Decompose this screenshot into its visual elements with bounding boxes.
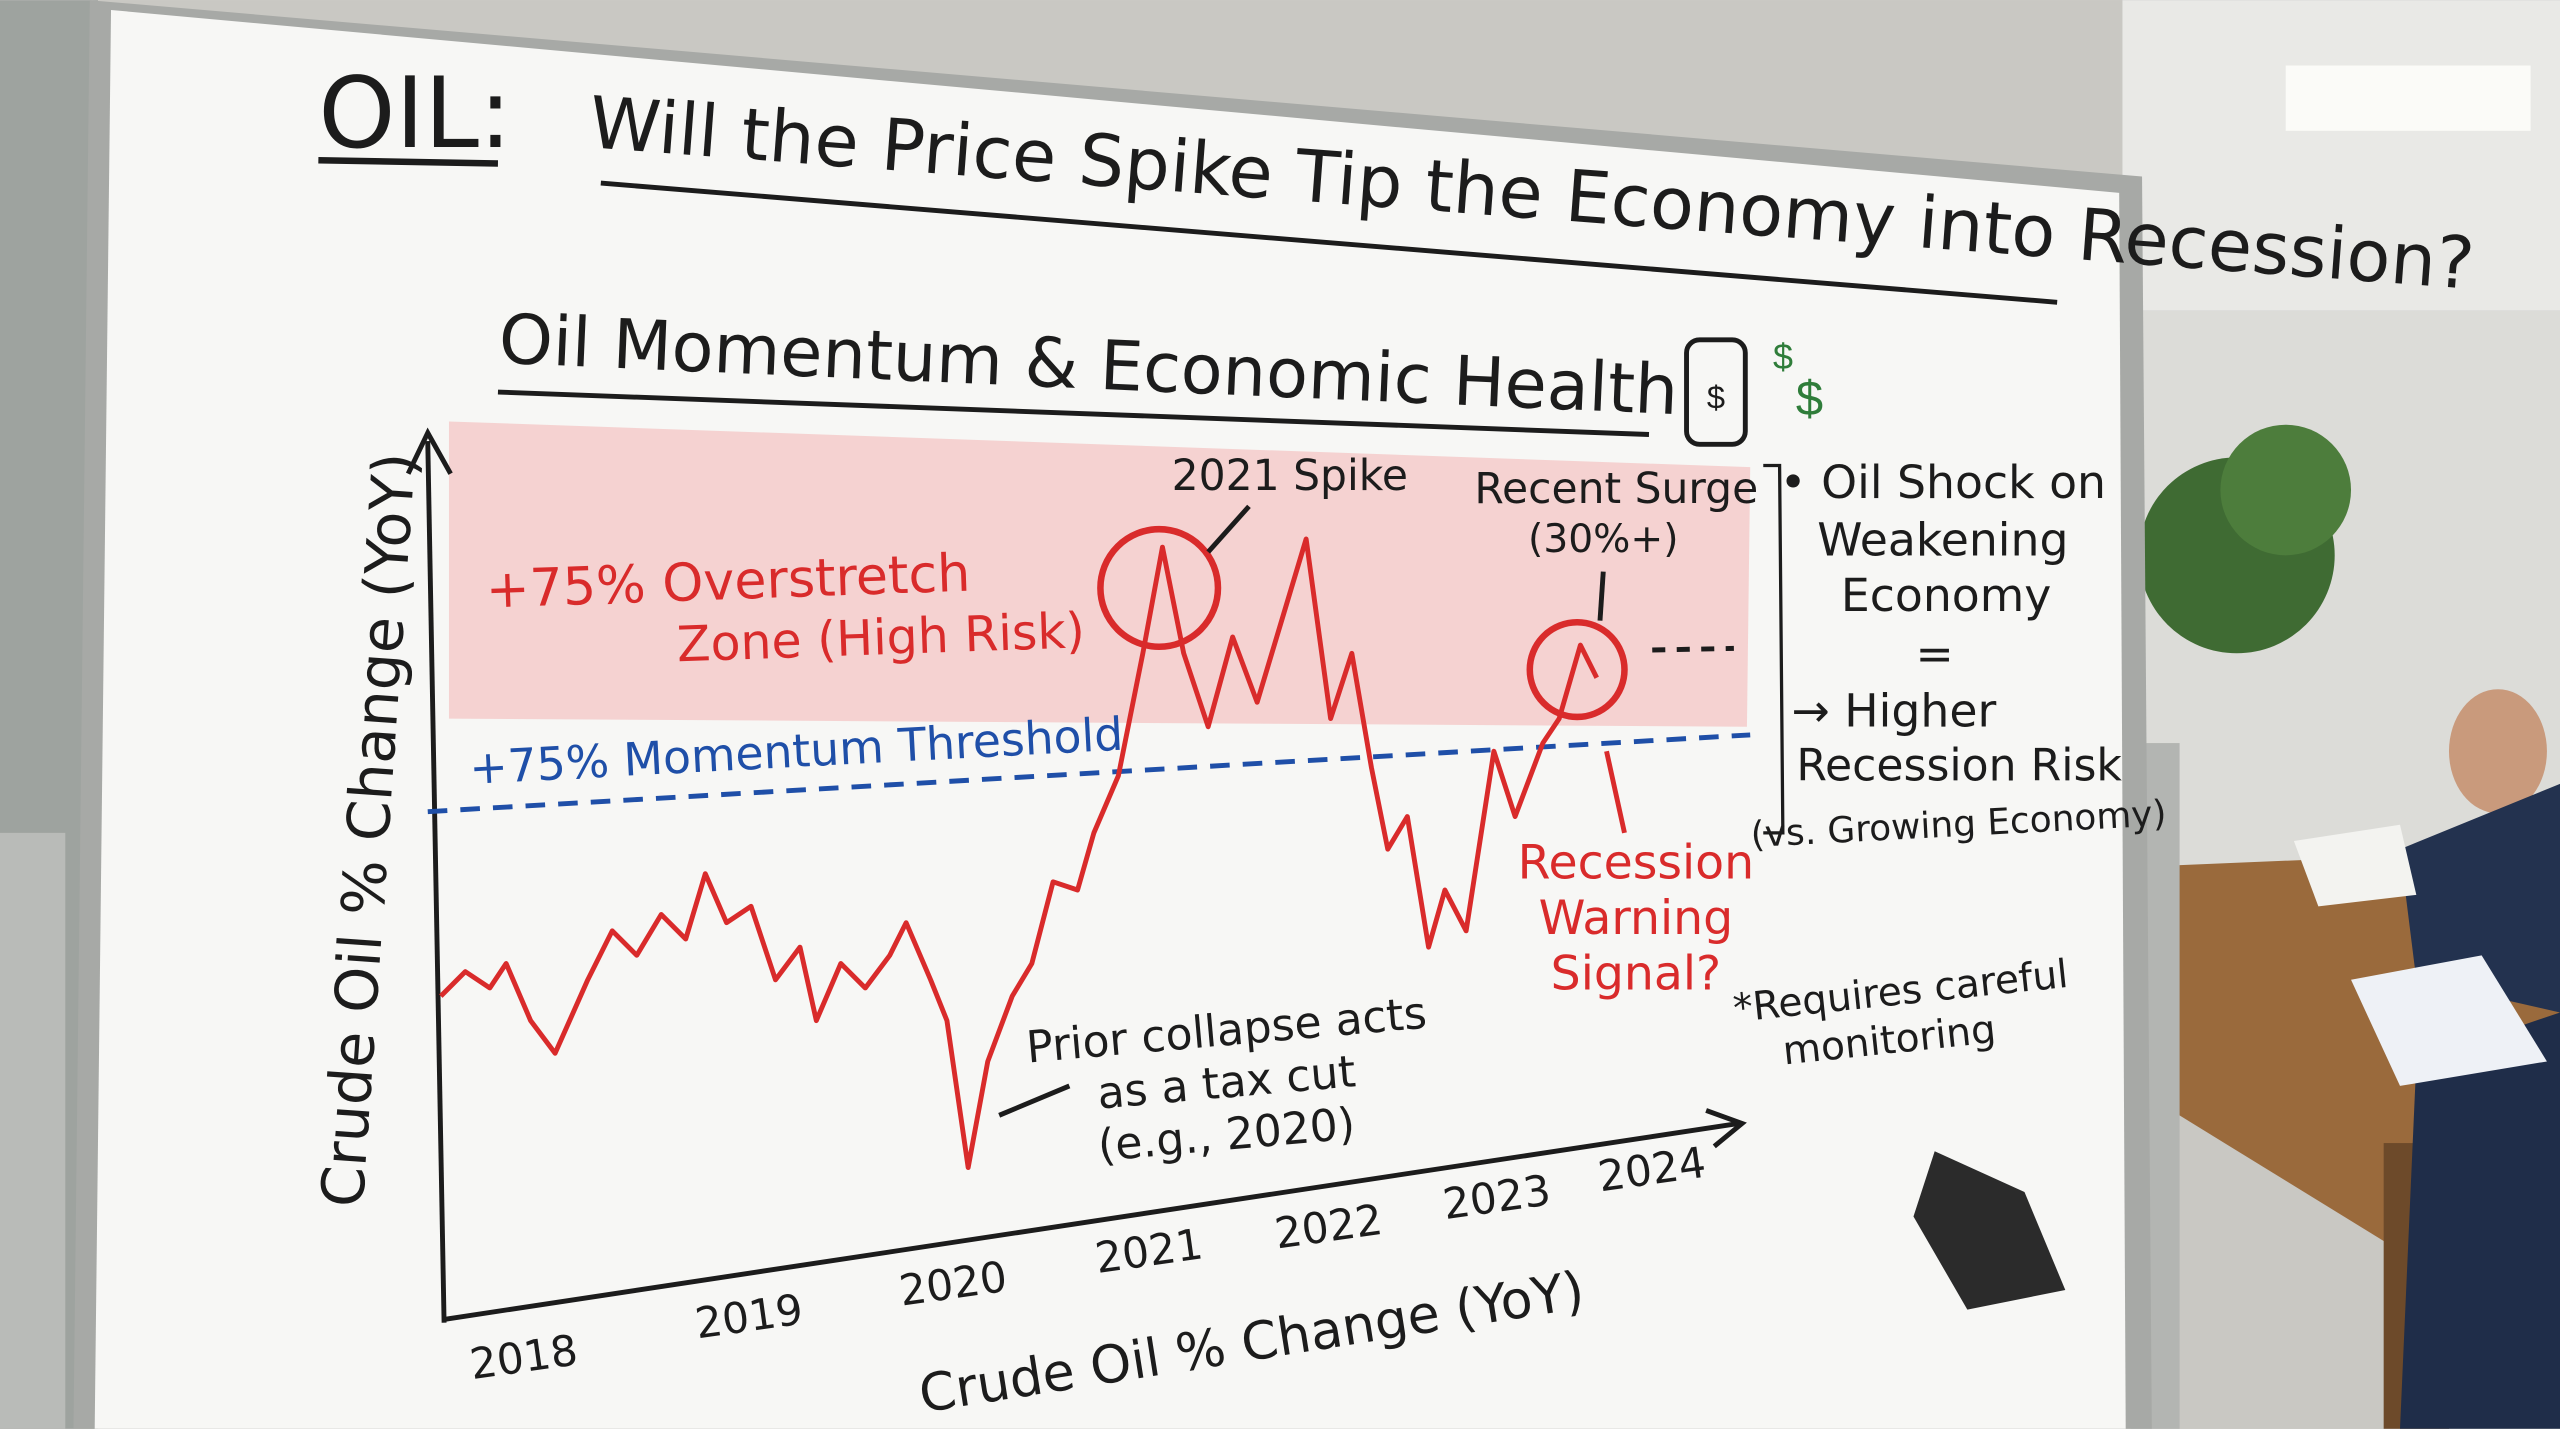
- arrow: [998, 1083, 1071, 1118]
- paper: [2351, 955, 2547, 1086]
- y-axis: [425, 440, 447, 1323]
- arrow: [1206, 504, 1251, 554]
- icon-label: $: [1773, 336, 1793, 377]
- bracket: [1763, 463, 1785, 835]
- arrow: [1604, 750, 1627, 834]
- side-note: Economy: [1841, 569, 2051, 622]
- warning-label: Signal?: [1551, 947, 1722, 1002]
- oil-line: [439, 536, 1599, 1171]
- header-lead: OIL:: [318, 57, 512, 171]
- highlight-circle: [1097, 525, 1222, 651]
- axis-arrow: [1705, 1108, 1747, 1149]
- warning-label: Warning: [1539, 891, 1734, 946]
- threshold-line: [427, 732, 1751, 815]
- annotation: (30%+): [1528, 517, 1678, 562]
- side-note: Weakening: [1817, 513, 2068, 566]
- eraser: [1913, 1151, 2066, 1310]
- underline: [497, 389, 1650, 437]
- underline: [318, 156, 499, 167]
- underline: [600, 180, 2058, 305]
- zone-label: Zone (High Risk): [676, 602, 1086, 673]
- arrow: [1597, 571, 1606, 621]
- board-stand: [0, 832, 66, 1429]
- paper: [2293, 824, 2417, 907]
- side-note: → Higher: [1791, 685, 1996, 738]
- person: [2400, 1012, 2560, 1429]
- x-axis: [443, 1121, 1740, 1322]
- icon-label: $: [1707, 378, 1725, 415]
- person: [2448, 689, 2547, 814]
- person: [2400, 783, 2560, 1013]
- ceiling: [2122, 0, 2560, 311]
- barrel-icon: [1684, 337, 1748, 447]
- annotation: 2021 Spike: [1172, 452, 1408, 501]
- ceiling-light: [2285, 65, 2531, 131]
- icon-label: $: [1796, 372, 1823, 426]
- plant: [2220, 424, 2352, 556]
- axis-arrow: [405, 427, 453, 475]
- side-note: Recession Risk: [1796, 741, 2122, 792]
- highlight-circle: [1526, 618, 1628, 721]
- side-note: • Oil Shock on: [1780, 456, 2106, 509]
- side-note: =: [1916, 628, 1954, 681]
- warning-label: Recession: [1518, 836, 1754, 891]
- annotation: Recent Surge: [1474, 465, 1758, 514]
